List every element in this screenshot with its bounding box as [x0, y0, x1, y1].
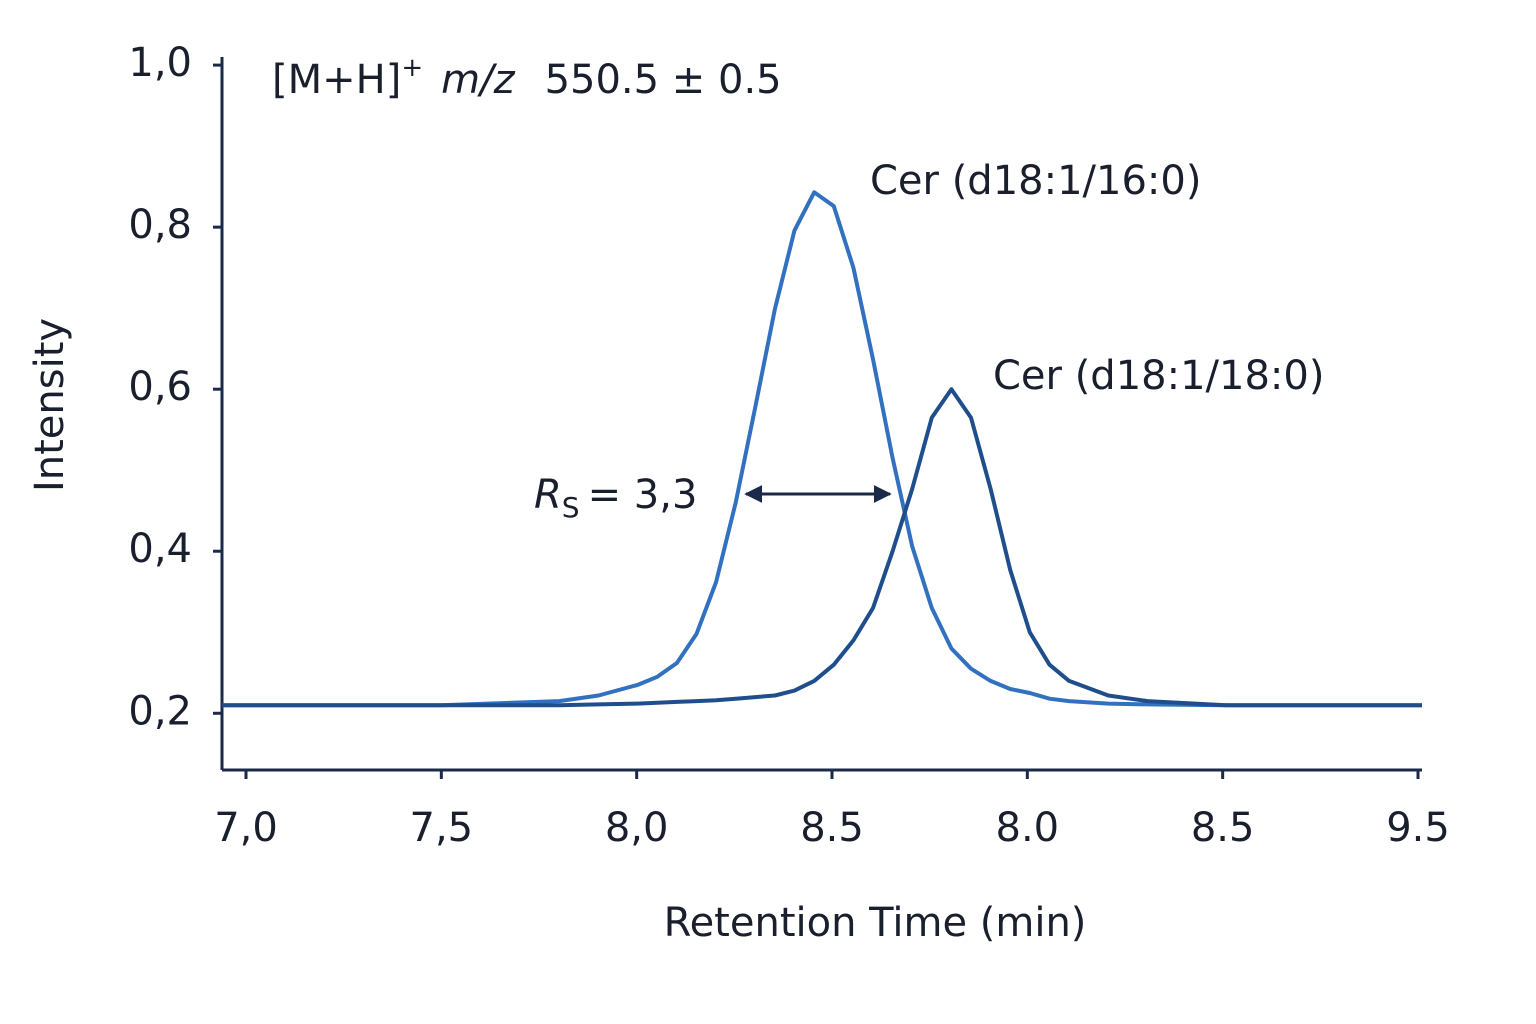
x-tick-label: 8.0: [996, 805, 1060, 851]
x-tick-label: 8.5: [1191, 805, 1255, 851]
series-line: [222, 190, 1422, 708]
mz: 550.5 ± 0.5: [545, 57, 782, 103]
resolution-subscript: S: [562, 491, 580, 524]
y-tick-label: 0,2: [128, 688, 192, 734]
ion-annotation: [M+H]+ m/z 550.5 ± 0.5: [272, 53, 782, 104]
resolution: RS = 3,3: [534, 472, 697, 524]
x-axis-label: Retention Time (min): [664, 900, 1087, 946]
resolution-symbol: R: [534, 472, 562, 518]
series-line: [222, 387, 1422, 708]
ion: [M+H]: [272, 57, 401, 103]
peak-label: Cer (d18:1/18:0): [993, 353, 1324, 399]
charge: +: [401, 53, 423, 83]
x-tick-label: 8.5: [800, 805, 864, 851]
x-tick-label: 8,0: [605, 805, 669, 851]
peak-label: Cer (d18:1/16:0): [870, 158, 1201, 204]
x-tick-label: 9.5: [1386, 805, 1450, 851]
y-tick-label: 0,6: [128, 364, 192, 410]
x-tick-label: 7,0: [214, 805, 278, 851]
y-tick-label: 0,8: [128, 202, 192, 248]
y-axis-label: Intensity: [27, 318, 73, 492]
mz-label: m/z: [441, 57, 515, 103]
resolution-text: = 3,3: [588, 472, 698, 518]
x-tick-label: 7,5: [410, 805, 474, 851]
y-tick-label: 1,0: [128, 40, 192, 86]
y-tick-label: 0,4: [128, 526, 192, 572]
